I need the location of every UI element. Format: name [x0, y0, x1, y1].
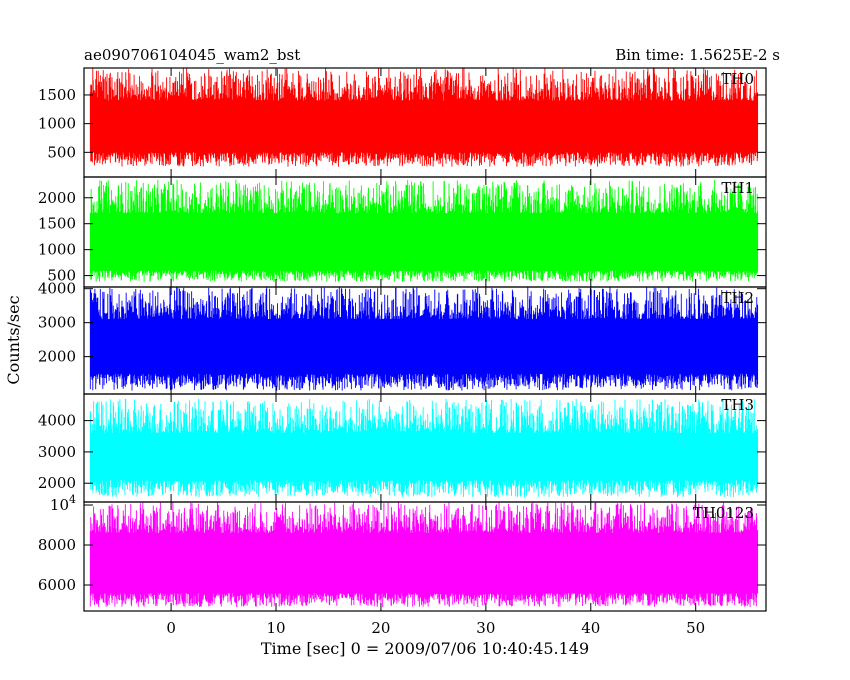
x-tick-label: 20	[371, 619, 390, 637]
panel-th0123: 6000 8000 104 TH0123	[38, 493, 767, 612]
y-tick-label: 500	[47, 267, 76, 285]
x-tick-label: 10	[266, 619, 285, 637]
y-tick-label: 8000	[38, 536, 76, 554]
y-tick-label: 1000	[38, 115, 76, 133]
y-tick-label: 4000	[38, 280, 76, 298]
y-tick-label: 4000	[38, 412, 76, 430]
series-core-th2	[90, 319, 758, 374]
y-tick-label: 1500	[38, 215, 76, 233]
bin-time-label: Bin time: 1.5625E-2 s	[615, 46, 780, 64]
panel-th3: 2000 3000 4000 TH3	[38, 393, 767, 503]
panel-th2: 2000 3000 4000 TH2	[38, 280, 767, 395]
y-tick-label: 6000	[38, 576, 76, 594]
series-core-th0	[90, 100, 758, 153]
x-tick-label: 0	[166, 619, 176, 637]
y-tick-label: 1000	[38, 241, 76, 259]
y-tick-label: 2000	[38, 348, 76, 366]
panel-th0: 500 1000 1500 TH0	[38, 67, 767, 178]
y-axis-label: Counts/sec	[4, 295, 23, 384]
panel-label: TH0123	[693, 504, 754, 522]
x-tick-label: 50	[686, 619, 705, 637]
figure-title: ae090706104045_wam2_bst	[84, 46, 300, 64]
x-tick-label: 40	[581, 619, 600, 637]
y-tick-label: 3000	[38, 443, 76, 461]
y-tick-label: 3000	[38, 314, 76, 332]
panel-label: TH2	[721, 289, 754, 307]
x-tick-label: 30	[476, 619, 495, 637]
y-tick-label: 2000	[38, 189, 76, 207]
panel-th1: 500 1000 1500 2000 TH1	[38, 176, 767, 288]
y-tick-label: 1500	[38, 86, 76, 104]
y-tick-exponent: 4	[69, 493, 76, 506]
panel-label: TH0	[721, 70, 754, 88]
panels-group: 500 1000 1500 TH0 500 1000 1500 2000 TH1 2000 3000…	[38, 67, 767, 612]
panel-frame	[83, 501, 767, 612]
x-axis-label: Time [sec] 0 = 2009/07/06 10:40:45.149	[261, 639, 589, 658]
y-tick-label: 2000	[38, 474, 76, 492]
panel-label: TH1	[721, 179, 754, 197]
panel-label: TH3	[721, 396, 754, 414]
x-axis: 0 10 20 30 40 50	[166, 619, 705, 637]
series-core-th0123	[90, 533, 758, 593]
series-core-th3	[90, 433, 758, 481]
series-core-th1	[90, 213, 758, 271]
y-tick-label: 104	[50, 493, 76, 514]
y-tick-label: 500	[47, 143, 76, 161]
